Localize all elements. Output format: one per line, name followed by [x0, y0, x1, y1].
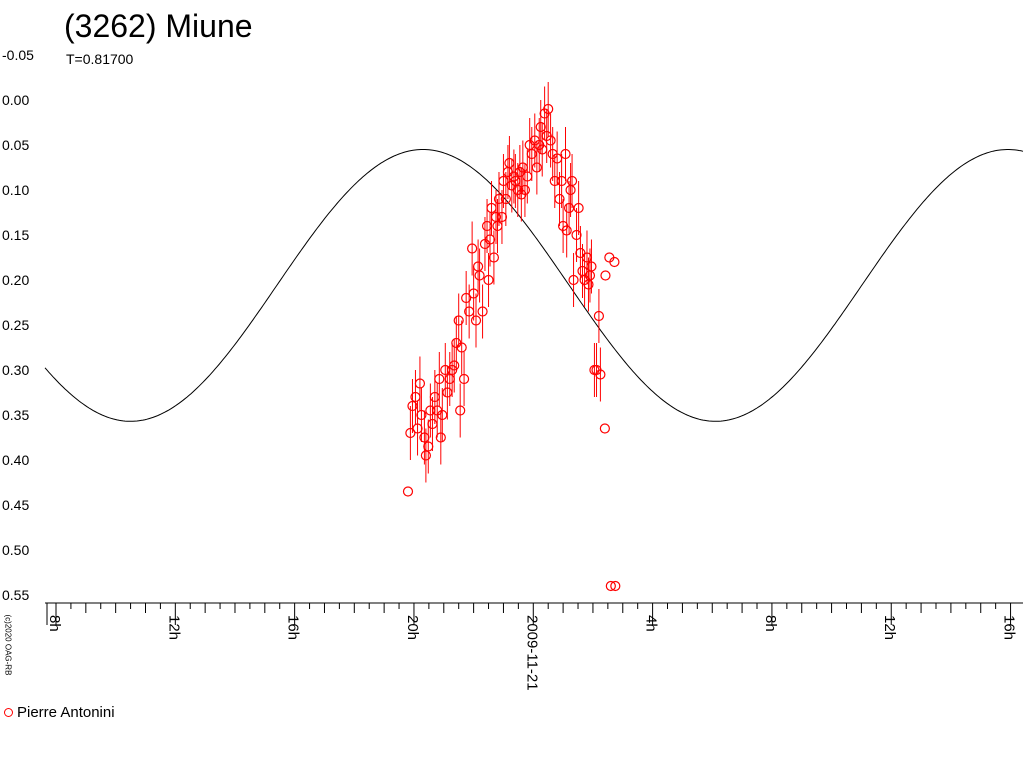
data-point	[402, 486, 414, 497]
data-point	[453, 315, 464, 326]
data-point	[543, 103, 554, 115]
data-point	[483, 274, 494, 286]
data-point	[600, 270, 611, 281]
data-point	[571, 229, 582, 241]
data-point	[414, 378, 426, 389]
y-tick-label: 0.45	[2, 497, 29, 513]
data-point	[545, 135, 556, 146]
data-point	[484, 234, 496, 245]
legend-label: Pierre Antonini	[17, 704, 115, 721]
x-tick-label: 4h	[643, 615, 660, 632]
data-point	[554, 193, 565, 205]
x-tick-label: 16h	[1001, 615, 1018, 640]
y-tick-label: 0.05	[2, 137, 29, 153]
data-point	[609, 256, 620, 268]
data-point	[531, 162, 542, 173]
data-point	[449, 360, 460, 371]
data-point	[407, 400, 418, 412]
x-tick-label: 16h	[285, 615, 302, 640]
data-point	[474, 270, 485, 281]
x-tick-label: 8h	[46, 615, 63, 632]
y-tick-label: 0.40	[2, 452, 29, 468]
x-tick-label: 12h	[881, 615, 898, 640]
data-point	[477, 306, 488, 317]
x-tick-label: 12h	[165, 615, 182, 640]
data-point	[568, 274, 579, 286]
y-tick-label: 0.00	[2, 92, 29, 108]
y-tick-label: 0.30	[2, 362, 29, 378]
data-point	[470, 315, 482, 326]
data-point	[560, 148, 571, 160]
chart-title: (3262) Miune	[64, 8, 253, 44]
data-point	[419, 432, 430, 443]
data-point	[435, 432, 446, 443]
data-point	[434, 373, 445, 385]
data-point	[456, 342, 467, 353]
data-point	[566, 175, 578, 187]
x-tick-label: 20h	[404, 615, 421, 640]
data-point	[573, 202, 584, 214]
fit-curve-layer	[44, 149, 1024, 422]
x-tick-label: 2009-11-21	[523, 615, 540, 691]
axes-layer: -0.05 0.00 0.05 0.10 0.15 0.20 0.25 0.30 0.35 0.4…	[2, 47, 1023, 691]
fit-curve-line	[44, 149, 1024, 422]
y-tick-label: -0.05	[2, 47, 34, 63]
data-point	[586, 261, 597, 272]
data-point	[593, 310, 605, 322]
data-point	[519, 184, 531, 196]
data-point	[535, 121, 546, 133]
data-point	[610, 580, 621, 592]
copyright-text: (c)2020 OAG-RB	[3, 614, 13, 676]
y-tick-label: 0.20	[2, 272, 29, 288]
data-point	[595, 369, 606, 380]
y-tick-label: 0.25	[2, 317, 29, 333]
y-tick-label: 0.50	[2, 542, 29, 558]
data-point	[461, 292, 472, 304]
data-point	[488, 252, 500, 263]
data-point	[416, 409, 427, 421]
y-tick-label: 0.10	[2, 182, 29, 198]
data-point	[599, 423, 610, 434]
x-tick-label: 8h	[762, 615, 779, 632]
y-tick-label: 0.35	[2, 407, 29, 423]
data-point	[556, 175, 567, 187]
data-point	[405, 427, 416, 439]
data-points-layer	[402, 82, 621, 592]
data-point	[412, 423, 423, 434]
y-tick-label: 0.55	[2, 587, 29, 603]
data-point	[526, 148, 537, 160]
chart-subtitle: T=0.81700	[66, 51, 134, 67]
data-point	[458, 373, 470, 385]
data-point	[455, 405, 466, 416]
legend-marker-icon	[4, 708, 13, 717]
data-point	[605, 580, 616, 592]
data-point	[437, 409, 448, 421]
data-point	[467, 243, 478, 254]
y-tick-label: 0.15	[2, 227, 29, 243]
data-point	[500, 193, 511, 205]
data-point	[496, 211, 508, 223]
data-point	[561, 225, 572, 236]
legend: Pierre Antonini	[4, 704, 115, 721]
